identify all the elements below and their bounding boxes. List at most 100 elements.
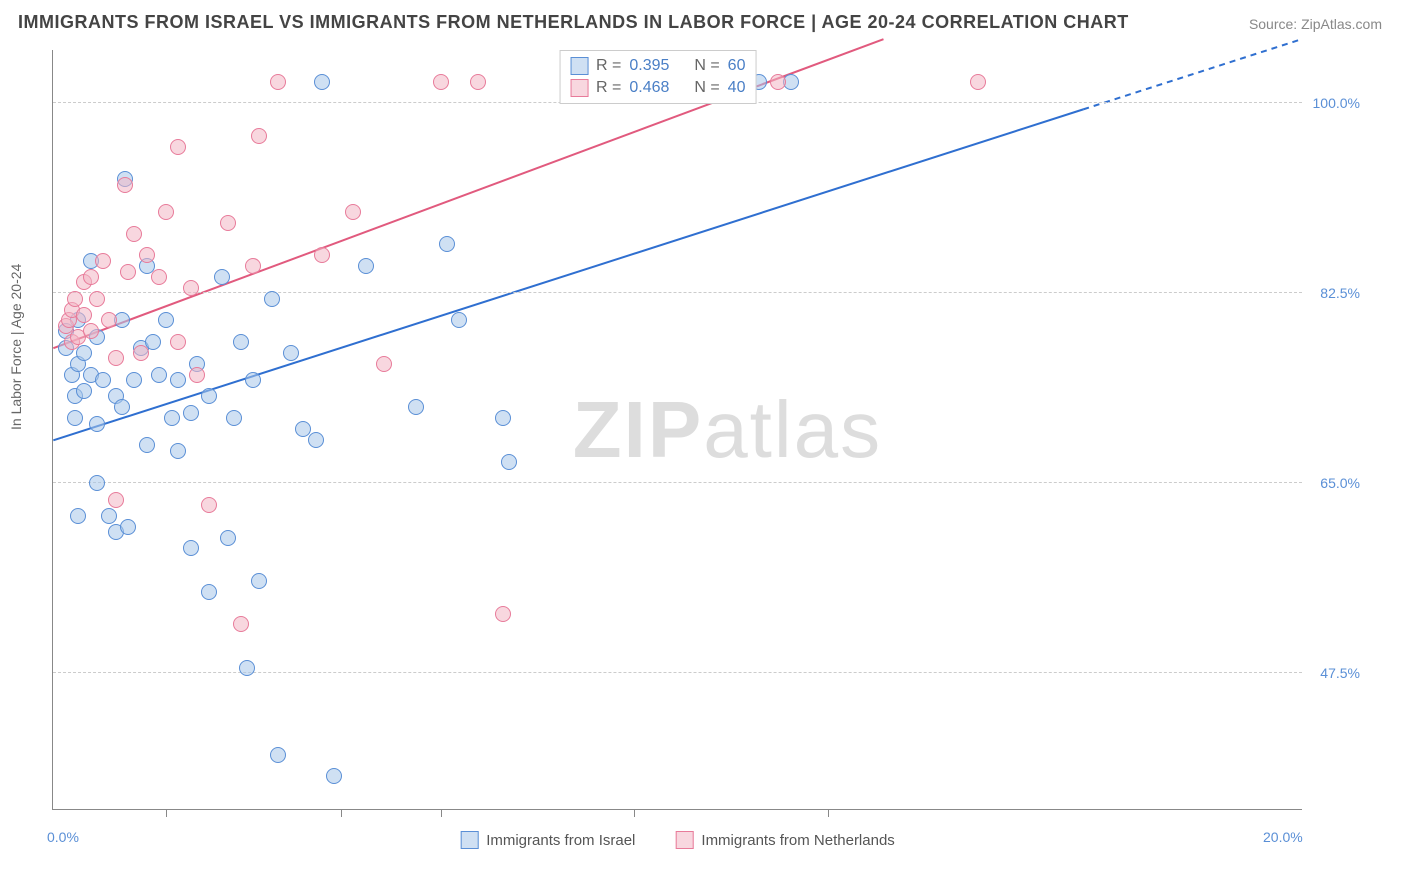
x-tick bbox=[341, 809, 342, 817]
scatter-point-netherlands bbox=[220, 215, 236, 231]
n-value-netherlands: 40 bbox=[728, 79, 746, 97]
scatter-point-israel bbox=[183, 405, 199, 421]
scatter-point-israel bbox=[283, 345, 299, 361]
swatch-israel bbox=[460, 831, 478, 849]
scatter-point-netherlands bbox=[433, 74, 449, 90]
plot-area: ZIPatlas R = 0.395 N = 60 R = 0.468 N = … bbox=[52, 50, 1302, 810]
scatter-point-netherlands bbox=[314, 247, 330, 263]
series-label-netherlands: Immigrants from Netherlands bbox=[701, 832, 894, 849]
y-tick-label: 100.0% bbox=[1313, 95, 1360, 111]
x-tick bbox=[828, 809, 829, 817]
swatch-israel bbox=[570, 57, 588, 75]
scatter-point-netherlands bbox=[770, 74, 786, 90]
scatter-point-israel bbox=[239, 660, 255, 676]
scatter-point-israel bbox=[358, 258, 374, 274]
chart-container: IMMIGRANTS FROM ISRAEL VS IMMIGRANTS FRO… bbox=[0, 0, 1406, 892]
scatter-point-israel bbox=[495, 410, 511, 426]
scatter-point-netherlands bbox=[133, 345, 149, 361]
swatch-netherlands bbox=[570, 79, 588, 97]
scatter-point-netherlands bbox=[470, 74, 486, 90]
scatter-point-netherlands bbox=[120, 264, 136, 280]
scatter-point-netherlands bbox=[495, 606, 511, 622]
scatter-point-israel bbox=[158, 312, 174, 328]
scatter-point-netherlands bbox=[170, 334, 186, 350]
n-label: N = bbox=[694, 57, 719, 75]
source-attribution: Source: ZipAtlas.com bbox=[1249, 16, 1382, 32]
scatter-point-israel bbox=[151, 367, 167, 383]
scatter-point-israel bbox=[76, 383, 92, 399]
scatter-point-netherlands bbox=[970, 74, 986, 90]
scatter-point-netherlands bbox=[376, 356, 392, 372]
y-tick-label: 82.5% bbox=[1320, 285, 1360, 301]
scatter-point-netherlands bbox=[108, 492, 124, 508]
scatter-point-israel bbox=[270, 747, 286, 763]
scatter-point-netherlands bbox=[151, 269, 167, 285]
scatter-point-israel bbox=[76, 345, 92, 361]
gridline-horizontal bbox=[53, 292, 1302, 293]
x-tick bbox=[634, 809, 635, 817]
scatter-point-israel bbox=[220, 530, 236, 546]
scatter-point-netherlands bbox=[76, 307, 92, 323]
scatter-point-israel bbox=[170, 443, 186, 459]
scatter-point-israel bbox=[314, 74, 330, 90]
scatter-point-israel bbox=[67, 410, 83, 426]
scatter-point-israel bbox=[264, 291, 280, 307]
gridline-horizontal bbox=[53, 482, 1302, 483]
r-label: R = bbox=[596, 57, 621, 75]
scatter-point-israel bbox=[226, 410, 242, 426]
scatter-point-netherlands bbox=[170, 139, 186, 155]
scatter-point-israel bbox=[201, 388, 217, 404]
scatter-point-israel bbox=[89, 416, 105, 432]
legend-item-israel: Immigrants from Israel bbox=[460, 831, 635, 849]
scatter-point-israel bbox=[214, 269, 230, 285]
scatter-point-netherlands bbox=[345, 204, 361, 220]
scatter-point-israel bbox=[95, 372, 111, 388]
scatter-point-israel bbox=[89, 475, 105, 491]
scatter-point-netherlands bbox=[95, 253, 111, 269]
chart-title: IMMIGRANTS FROM ISRAEL VS IMMIGRANTS FRO… bbox=[18, 12, 1129, 33]
scatter-point-netherlands bbox=[126, 226, 142, 242]
scatter-point-netherlands bbox=[67, 291, 83, 307]
legend-item-netherlands: Immigrants from Netherlands bbox=[675, 831, 894, 849]
scatter-point-israel bbox=[114, 399, 130, 415]
scatter-point-israel bbox=[126, 372, 142, 388]
series-label-israel: Immigrants from Israel bbox=[486, 832, 635, 849]
n-value-israel: 60 bbox=[728, 57, 746, 75]
scatter-point-israel bbox=[70, 508, 86, 524]
scatter-point-israel bbox=[183, 540, 199, 556]
scatter-point-netherlands bbox=[251, 128, 267, 144]
series-legend: Immigrants from Israel Immigrants from N… bbox=[460, 831, 895, 849]
scatter-point-israel bbox=[201, 584, 217, 600]
scatter-point-israel bbox=[170, 372, 186, 388]
r-value-israel: 0.395 bbox=[629, 57, 669, 75]
scatter-point-israel bbox=[120, 519, 136, 535]
scatter-point-netherlands bbox=[117, 177, 133, 193]
y-tick-label: 65.0% bbox=[1320, 475, 1360, 491]
x-tick bbox=[441, 809, 442, 817]
scatter-point-netherlands bbox=[245, 258, 261, 274]
scatter-point-netherlands bbox=[83, 269, 99, 285]
n-label: N = bbox=[694, 79, 719, 97]
scatter-point-netherlands bbox=[89, 291, 105, 307]
legend-row-netherlands: R = 0.468 N = 40 bbox=[570, 77, 745, 99]
scatter-point-israel bbox=[251, 573, 267, 589]
scatter-point-netherlands bbox=[270, 74, 286, 90]
scatter-point-israel bbox=[101, 508, 117, 524]
y-tick-label: 47.5% bbox=[1320, 665, 1360, 681]
scatter-point-israel bbox=[308, 432, 324, 448]
scatter-point-israel bbox=[233, 334, 249, 350]
scatter-point-israel bbox=[245, 372, 261, 388]
scatter-point-netherlands bbox=[189, 367, 205, 383]
scatter-point-israel bbox=[439, 236, 455, 252]
x-tick-label: 0.0% bbox=[47, 829, 79, 845]
scatter-point-israel bbox=[145, 334, 161, 350]
scatter-point-israel bbox=[139, 437, 155, 453]
scatter-point-israel bbox=[164, 410, 180, 426]
scatter-point-netherlands bbox=[108, 350, 124, 366]
y-axis-label: In Labor Force | Age 20-24 bbox=[8, 264, 24, 430]
x-tick bbox=[166, 809, 167, 817]
trend-lines-svg bbox=[53, 50, 1302, 809]
scatter-point-israel bbox=[451, 312, 467, 328]
swatch-netherlands bbox=[675, 831, 693, 849]
x-tick-label: 20.0% bbox=[1263, 829, 1303, 845]
